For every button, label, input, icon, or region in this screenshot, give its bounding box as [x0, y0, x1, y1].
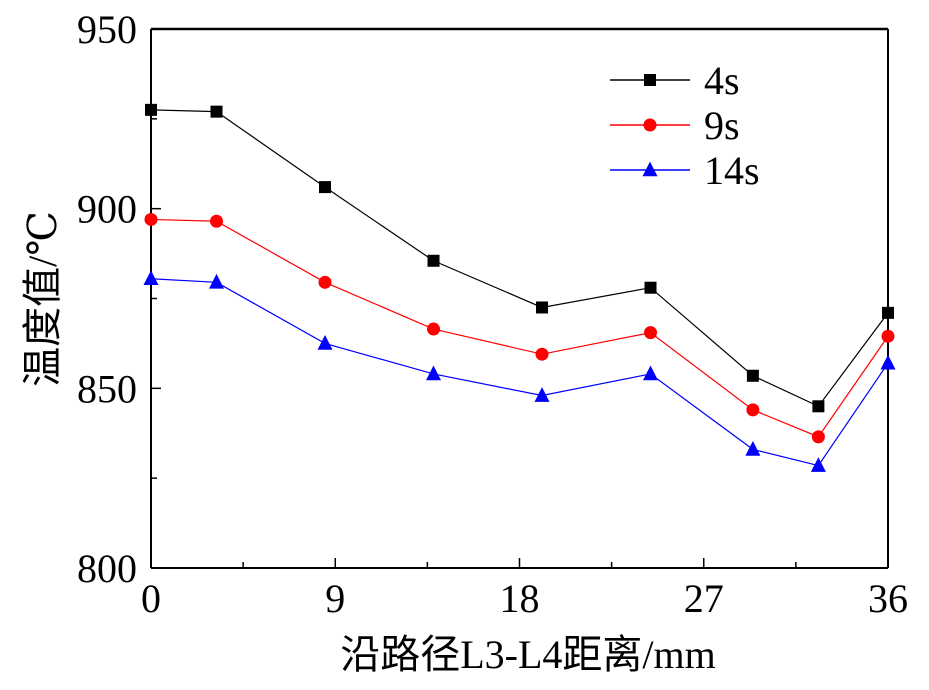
data-point	[880, 354, 896, 370]
data-point	[644, 281, 657, 294]
data-point	[427, 322, 441, 336]
series-line	[150, 218, 889, 438]
series-14s	[143, 270, 896, 472]
data-point	[810, 457, 826, 472]
y-tick-label: 800	[77, 546, 137, 591]
data-point	[144, 212, 158, 226]
legend-label: 9s	[704, 103, 740, 148]
series-layer	[143, 103, 896, 472]
data-point	[534, 387, 550, 402]
data-point	[426, 365, 442, 381]
x-axis-title: 沿路径L3-L4距离/mm	[340, 632, 716, 677]
axis-ticks: 0 9 18 27 36 800 850 900 950	[77, 7, 908, 621]
legend-entry: 9s	[610, 103, 740, 148]
legend-label: 14s	[704, 148, 760, 193]
legend-entry: 14s	[610, 148, 760, 193]
data-point	[644, 326, 658, 340]
y-tick-label: 850	[77, 366, 137, 411]
y-axis-title: 温度值/℃	[20, 211, 65, 387]
data-point	[210, 214, 224, 228]
x-tick-label: 0	[141, 576, 161, 621]
legend-marker	[642, 161, 658, 177]
data-point	[881, 329, 895, 343]
data-point	[745, 441, 761, 456]
data-point	[811, 430, 825, 444]
x-tick-label: 9	[325, 576, 345, 621]
series-4s	[145, 103, 894, 413]
legend-marker	[643, 118, 657, 132]
plot-area	[150, 27, 889, 569]
data-point	[317, 335, 333, 350]
data-point	[746, 369, 759, 382]
data-point	[812, 400, 825, 413]
data-point	[210, 105, 223, 118]
data-point	[319, 181, 332, 194]
data-point	[882, 306, 894, 319]
x-tick-label: 27	[684, 576, 724, 621]
y-tick-label: 900	[77, 187, 137, 232]
series-line	[150, 109, 889, 408]
data-point	[535, 347, 549, 361]
data-point	[643, 365, 659, 381]
data-point	[318, 275, 332, 289]
x-tick-label: 36	[868, 576, 908, 621]
data-point	[427, 254, 440, 267]
data-point	[143, 270, 159, 286]
x-tick-label: 18	[500, 576, 540, 621]
series-line	[150, 278, 889, 467]
data-point	[746, 403, 760, 417]
series-9s	[144, 212, 895, 444]
data-point	[536, 301, 549, 314]
y-tick-label: 950	[77, 7, 137, 52]
data-point	[145, 103, 157, 116]
legend-entry: 4s	[610, 58, 740, 103]
legend-label: 4s	[704, 58, 740, 103]
data-point	[209, 273, 225, 289]
legend-marker	[644, 74, 656, 86]
